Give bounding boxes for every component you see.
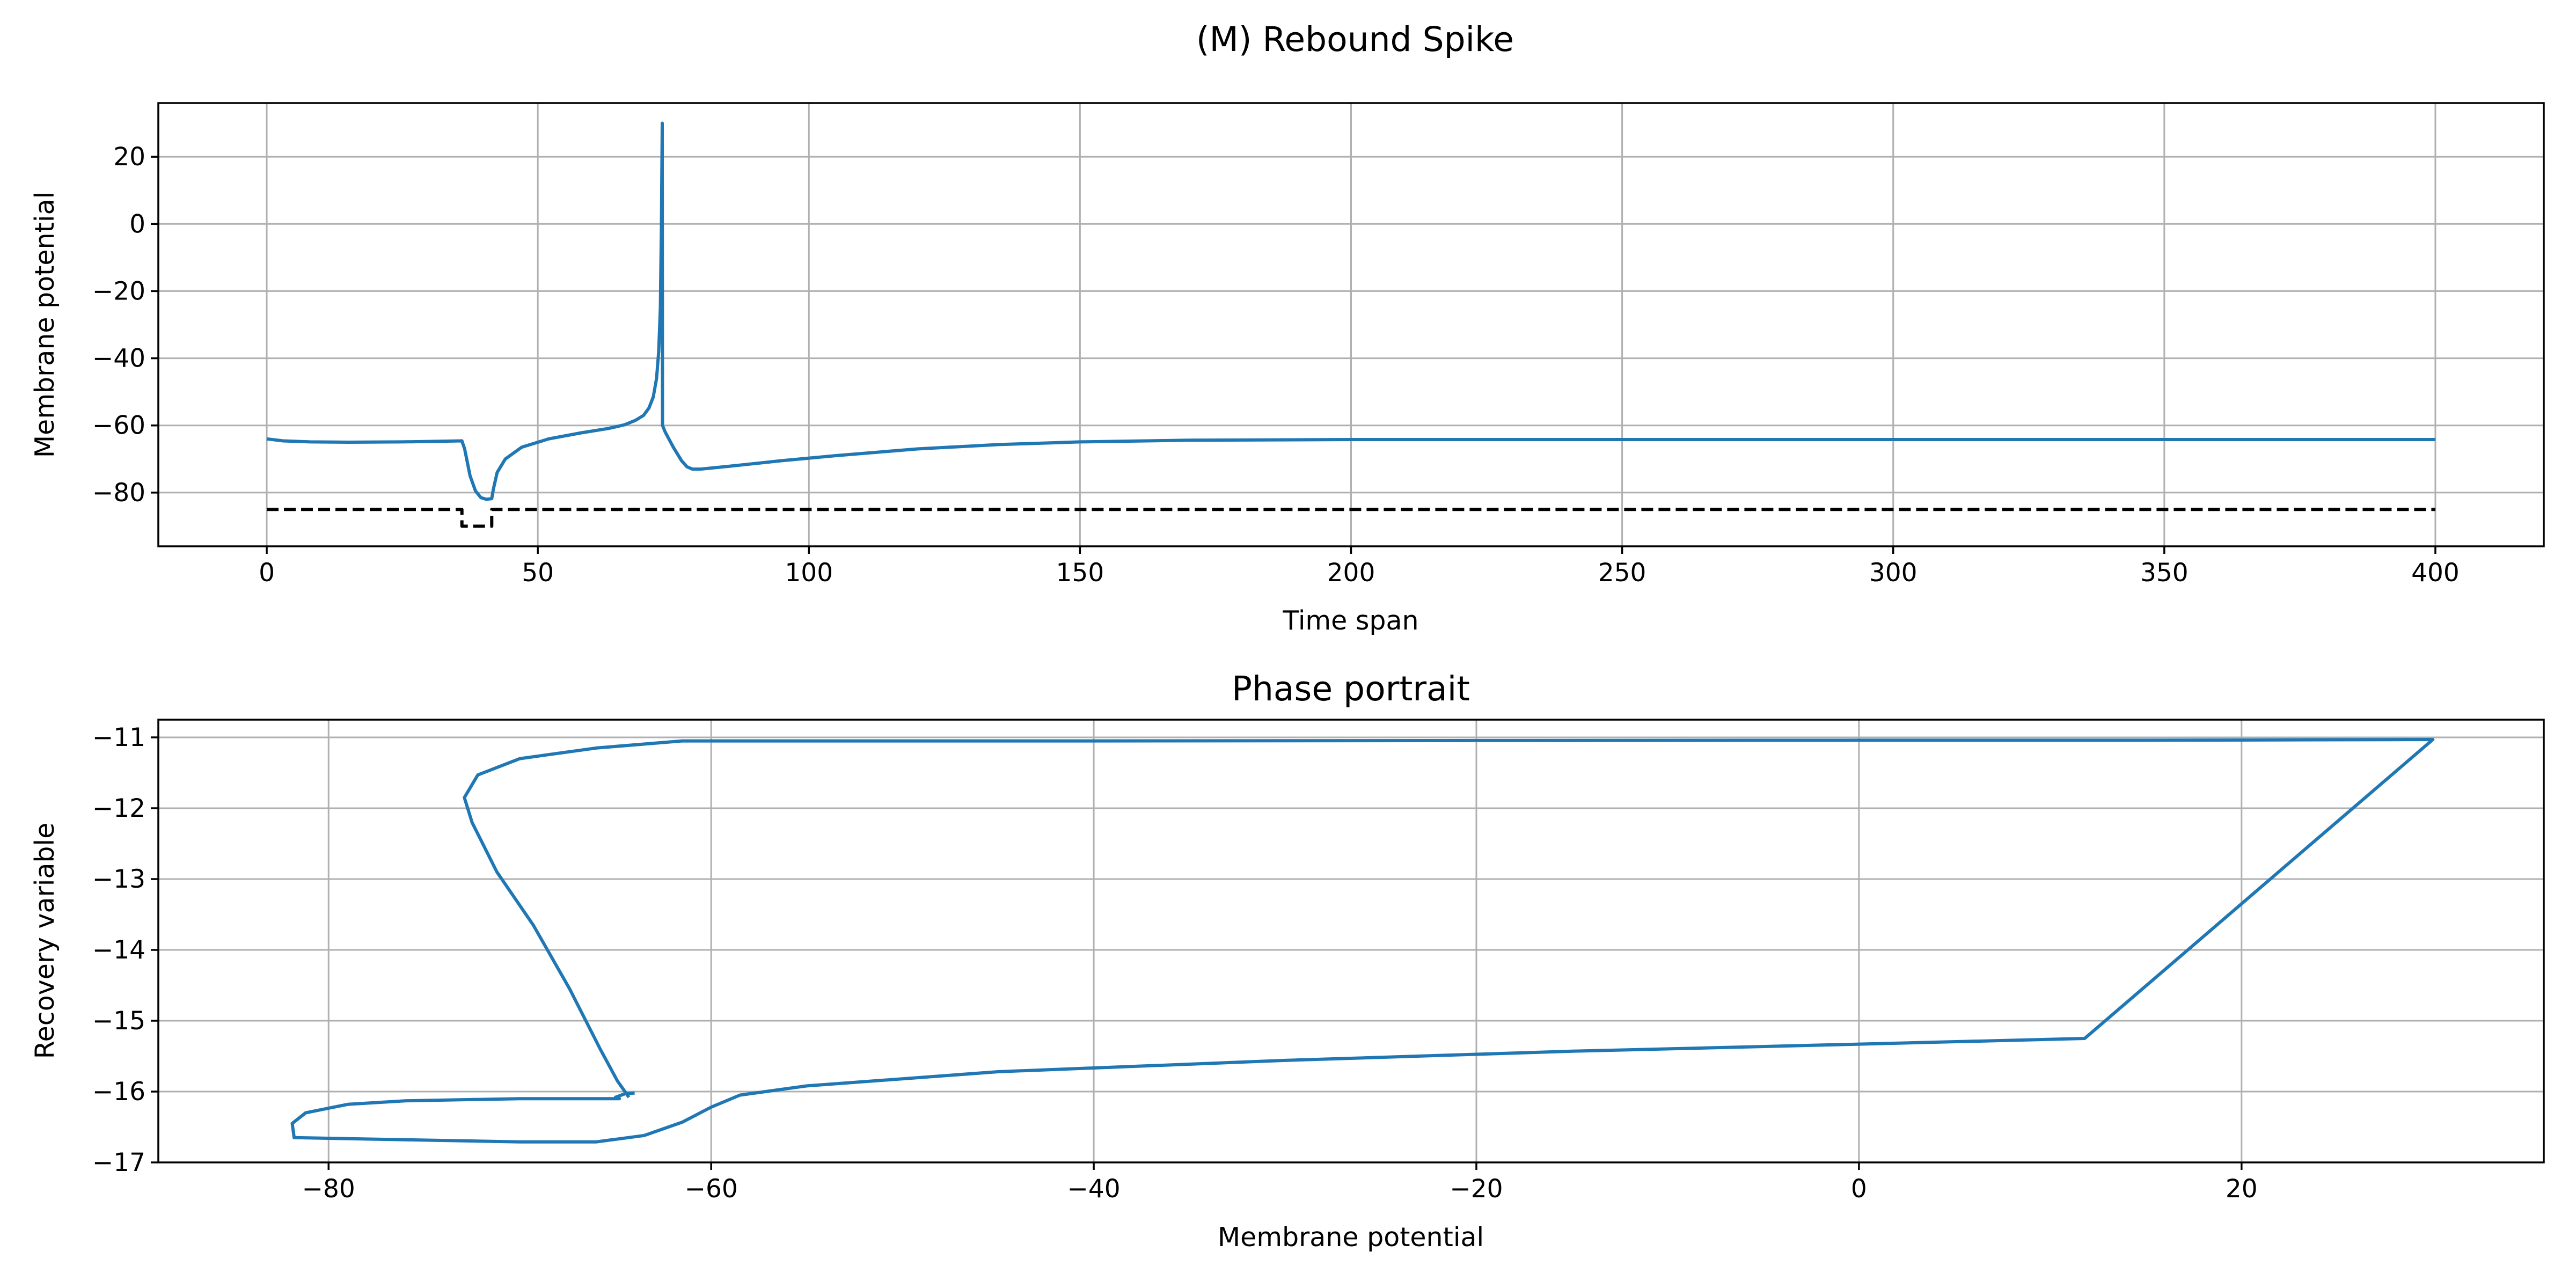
phase-portrait-x-tick-label: −80 <box>302 1174 355 1204</box>
time-series-series-line-dashed <box>267 508 2435 528</box>
time-series-y-tick-label: −60 <box>92 411 145 441</box>
time-series-x-tick-label: 200 <box>1327 558 1375 588</box>
phase-portrait-y-tick-label: −16 <box>92 1077 145 1107</box>
time-series-series-line-solid <box>266 121 2435 501</box>
phase-portrait-axes-frame <box>157 719 2545 1163</box>
time-series-x-tick-label: 50 <box>522 558 554 588</box>
time-series-y-tick-label: 0 <box>129 209 145 239</box>
time-series-x-tick-label: 100 <box>785 558 833 588</box>
phase-portrait-y-tick-label: −17 <box>92 1148 145 1177</box>
time-series-x-tick-label: 0 <box>259 558 275 588</box>
phase-portrait-title: Phase portrait <box>1232 669 1470 708</box>
time-series-x-tick-label: 350 <box>2140 558 2189 588</box>
time-series-x-tick-label: 150 <box>1056 558 1104 588</box>
phase-portrait-x-tick-label: −40 <box>1067 1174 1120 1204</box>
time-series-lines <box>266 121 2435 528</box>
time-series-y-tick-label: −80 <box>92 478 145 508</box>
time-series-x-tick-label: 400 <box>2411 558 2460 588</box>
phase-portrait-y-axis-label: Recovery variable <box>30 823 60 1059</box>
time-series-y-tick-label: −40 <box>92 344 145 374</box>
time-series-gridlines <box>158 103 2544 546</box>
time-series-x-tick-label: 250 <box>1598 558 1646 588</box>
time-series-y-tick-label: −20 <box>92 276 145 306</box>
phase-portrait-y-tick-label: −11 <box>92 723 145 752</box>
phase-portrait-ticks: −80 −60 −40 −20 0 20 −17 −16 −15 −14 −13 −12 −11 <box>92 723 2258 1204</box>
phase-portrait-y-tick-label: −13 <box>92 865 145 894</box>
phase-portrait-lines <box>290 738 2435 1144</box>
phase-portrait-y-tick-label: −12 <box>92 794 145 823</box>
phase-portrait-series-line-solid <box>290 738 2435 1144</box>
phase-portrait-x-tick-label: −60 <box>685 1174 738 1204</box>
time-series-ticks: 0 50 100 150 200 250 300 350 400 −80 −60 −40 −20 0 20 <box>92 142 2460 588</box>
phase-portrait-y-tick-label: −15 <box>92 1006 145 1036</box>
time-series-y-tick-label: 20 <box>113 142 145 172</box>
phase-portrait-x-tick-label: 0 <box>1851 1174 1867 1204</box>
phase-portrait-y-tick-label: −14 <box>92 935 145 965</box>
time-series-y-axis-label: Membrane potential <box>30 192 60 458</box>
figure-suptitle: (M) Rebound Spike <box>1196 20 1514 59</box>
time-series-x-tick-label: 300 <box>1869 558 1918 588</box>
time-series-plot: 0 50 100 150 200 250 300 350 400−80−60−40−20020 … <box>30 102 2545 636</box>
phase-portrait-plot: −80 −60 −40 −20 0 20 −17 −16 −15 −14 −13 −12 −11 Pha… <box>30 669 2545 1253</box>
phase-portrait-x-tick-label: −20 <box>1450 1174 1503 1204</box>
time-series-x-axis-label: Time span <box>1282 605 1418 636</box>
phase-portrait-x-axis-label: Membrane potential <box>1218 1222 1484 1253</box>
phase-portrait-x-tick-label: 20 <box>2226 1174 2258 1204</box>
